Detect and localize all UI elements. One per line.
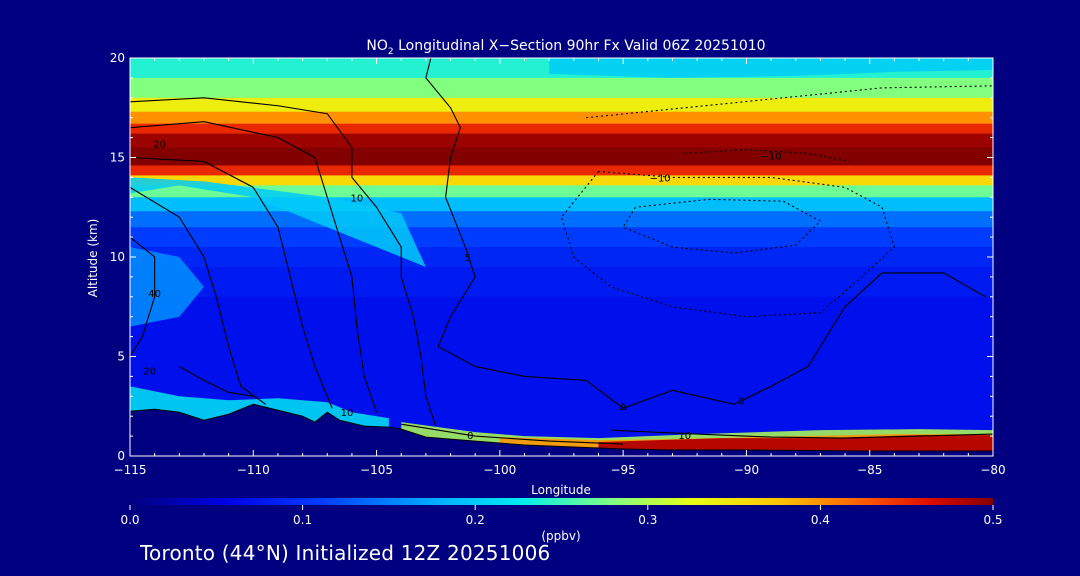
contour-line-dashed [684,148,851,163]
contour-line-dashed [586,85,993,119]
contour-label: 5 [465,253,471,264]
plot-area [130,58,993,456]
contour-label: 0 [738,396,744,407]
contour-label: 0 [467,431,473,442]
contour-label: Δ [620,402,627,413]
contour-line [130,186,266,405]
x-tick-label: −100 [483,463,516,477]
heatmap-band [130,133,993,149]
colorbar-tick-label: 0.5 [983,513,1002,527]
heatmap-band [130,227,993,248]
heatmap-band [130,97,993,113]
heatmap-band [130,111,993,125]
heatmap-band [130,266,993,298]
y-tick-label: 0 [117,449,125,463]
chart-title: NO2 Longitudinal X−Section 90hr Fx Valid… [366,38,765,57]
x-tick-label: −105 [360,463,393,477]
y-tick-label: 15 [110,151,125,165]
colorbar-tick-label: 0.1 [293,513,312,527]
y-axis-ticks: 0 5 10 15 20 [110,51,993,463]
x-axis-label: Longitude [531,483,591,497]
contour-line [130,97,437,427]
contour-line [130,156,333,409]
chart-title-main: NO [366,38,388,54]
x-tick-label: −115 [114,463,147,477]
colorbar-ticks: 0.0 0.1 0.2 0.3 0.4 0.5 [120,505,1003,527]
colorbar-tick-label: 0.2 [466,513,485,527]
heatmap-band [130,123,993,135]
upper-cyan [549,58,993,78]
x-tick-label: −95 [610,463,635,477]
colorbar-tick-label: 0.4 [811,513,830,527]
x-tick-label: −85 [857,463,882,477]
contour-label: 40 [148,289,161,300]
chart-title-subscript: 2 [388,47,394,57]
y-tick-label: 20 [110,51,125,65]
contour-label: 20 [143,366,156,377]
contour-label: 20 [153,140,166,151]
heatmap-band [130,77,993,99]
contour-line [130,236,156,357]
x-tick-label: −80 [980,463,1005,477]
y-tick-label: 5 [117,350,125,364]
contour-line-dashed [560,170,895,318]
x-tick-label: −110 [237,463,270,477]
contour-label: −10 [650,173,671,184]
heatmap-band [130,247,993,268]
contour-line [425,58,986,409]
colorbar-tick-label: 0.0 [120,513,139,527]
x-axis-ticks: −115 −110 −105 −100 −95 −90 −85 −80 [114,58,1006,477]
terrain-area [130,403,993,456]
west-plume [130,247,204,327]
contour-label: 10 [350,193,363,204]
heatmap-band [130,211,993,228]
heatmap-band [130,165,993,176]
contour-label: 10 [341,408,354,419]
contour-line-dashed [622,198,822,254]
colorbar-unit: (ppbv) [541,529,580,543]
heatmap-band [130,147,993,166]
y-tick-label: 10 [110,250,125,264]
contour-line [401,423,624,445]
colorbar-tick-label: 0.3 [638,513,657,527]
x-tick-label: −90 [734,463,759,477]
cyan-tongue [130,177,426,267]
heatmap-band [130,185,993,198]
terrain-mask [130,403,993,456]
contour-labels: 20 10 5 40 20 10 0 0 −10 −10 10 Δ [143,140,781,443]
heatmap-bands [130,58,993,456]
chart-title-rest: Longitudinal X−Section 90hr Fx Valid 06Z… [394,38,766,54]
contour-line [610,429,993,439]
contour-lines [130,58,993,445]
footer-caption: Toronto (44°N) Initialized 12Z 20251006 [140,541,551,565]
contour-line [130,121,378,413]
contour-label: 10 [678,431,691,442]
contour-label: −10 [761,151,782,162]
heatmap-band [130,175,993,186]
colorbar [130,498,993,505]
contour-line [179,365,254,397]
y-axis-label: Altitude (km) [86,219,100,298]
